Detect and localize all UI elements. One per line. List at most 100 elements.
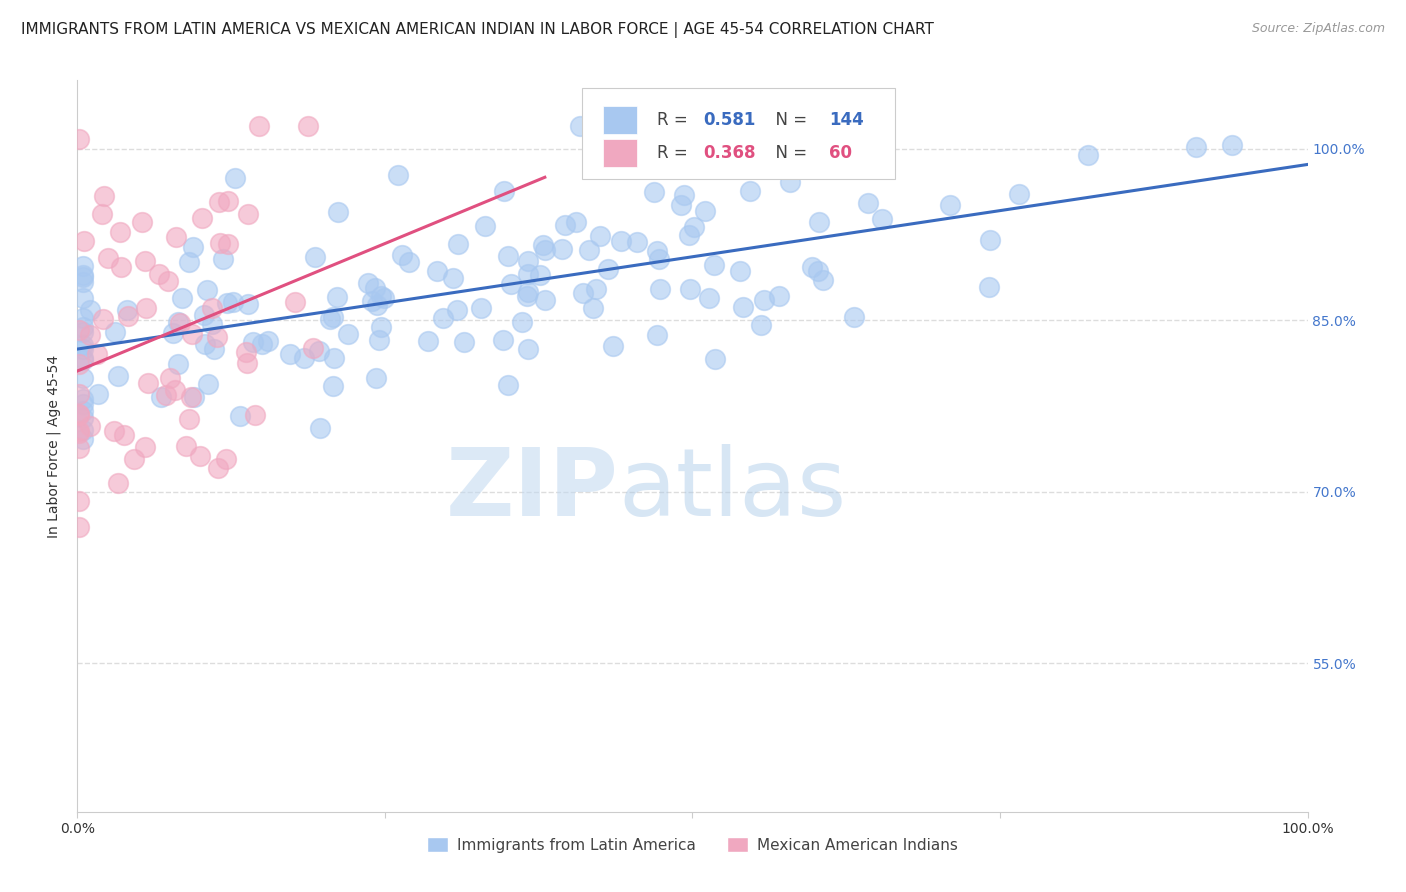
Point: [367, 334, 389, 348]
Point: [195, 283, 218, 297]
Point: [135, 301, 157, 315]
Point: [72, 275, 94, 289]
Text: N =: N =: [765, 111, 813, 128]
Point: [162, 326, 184, 340]
Point: [236, 297, 259, 311]
Point: [188, 449, 211, 463]
Point: [364, 281, 387, 295]
Point: [67, 357, 90, 371]
Point: [193, 336, 215, 351]
Point: [602, 339, 624, 353]
Point: [202, 342, 225, 356]
Point: [136, 376, 159, 391]
Point: [208, 194, 231, 209]
Point: [117, 310, 139, 324]
Point: [67, 426, 90, 441]
Point: [72, 342, 94, 356]
Point: [678, 227, 700, 242]
Point: [697, 291, 720, 305]
Point: [67, 408, 90, 422]
Point: [115, 302, 138, 317]
Point: [496, 249, 519, 263]
Point: [67, 424, 90, 438]
Point: [582, 301, 605, 315]
Point: [517, 342, 540, 356]
Point: [292, 351, 315, 365]
Point: [693, 204, 716, 219]
Point: [72, 269, 94, 284]
Point: [370, 289, 392, 303]
Point: [217, 296, 239, 310]
Point: [201, 301, 224, 315]
Point: [72, 352, 94, 367]
Point: [501, 277, 523, 292]
Point: [322, 310, 344, 324]
Point: [516, 289, 538, 303]
Point: [179, 412, 201, 426]
Point: [647, 328, 669, 343]
Point: [529, 268, 551, 283]
Point: [447, 236, 470, 251]
Point: [67, 519, 90, 533]
Point: [242, 334, 264, 349]
Text: R =: R =: [657, 144, 693, 161]
Point: [426, 264, 449, 278]
Point: [131, 215, 153, 229]
Point: [257, 334, 280, 348]
Point: [177, 255, 200, 269]
Point: [72, 326, 94, 340]
Point: [496, 377, 519, 392]
Point: [72, 396, 94, 410]
Point: [72, 371, 94, 385]
Point: [779, 175, 801, 189]
Point: [243, 408, 266, 422]
Point: [441, 271, 464, 285]
Point: [474, 219, 496, 233]
Point: [731, 300, 754, 314]
Point: [571, 285, 593, 300]
Point: [800, 260, 823, 275]
Point: [211, 252, 233, 267]
Point: [856, 195, 879, 210]
Point: [166, 357, 188, 371]
Point: [67, 132, 90, 146]
Point: [517, 254, 540, 268]
Point: [181, 326, 204, 341]
Point: [626, 235, 648, 249]
Point: [278, 347, 301, 361]
Point: [191, 211, 214, 226]
Point: [107, 476, 129, 491]
Point: [391, 247, 413, 261]
Point: [97, 251, 120, 265]
Point: [610, 234, 633, 248]
Point: [326, 205, 349, 219]
Point: [180, 390, 202, 404]
Point: [67, 387, 90, 401]
Point: [205, 330, 228, 344]
Point: [86, 347, 108, 361]
Point: [844, 310, 866, 325]
Point: [596, 262, 619, 277]
Point: [357, 276, 380, 290]
Point: [207, 461, 229, 475]
Point: [174, 439, 197, 453]
Point: [297, 119, 319, 133]
Point: [551, 242, 574, 256]
Text: 60: 60: [830, 144, 852, 161]
FancyBboxPatch shape: [603, 106, 637, 134]
Point: [578, 243, 600, 257]
Point: [534, 244, 557, 258]
Point: [470, 301, 492, 315]
Point: [336, 326, 359, 341]
Point: [134, 441, 156, 455]
Point: [666, 135, 689, 149]
Point: [322, 379, 344, 393]
Point: [683, 220, 706, 235]
Point: [67, 493, 90, 508]
Point: [492, 333, 515, 347]
Point: [938, 198, 960, 212]
Point: [167, 315, 190, 329]
Point: [398, 255, 420, 269]
Point: [72, 268, 94, 283]
Point: [252, 336, 274, 351]
